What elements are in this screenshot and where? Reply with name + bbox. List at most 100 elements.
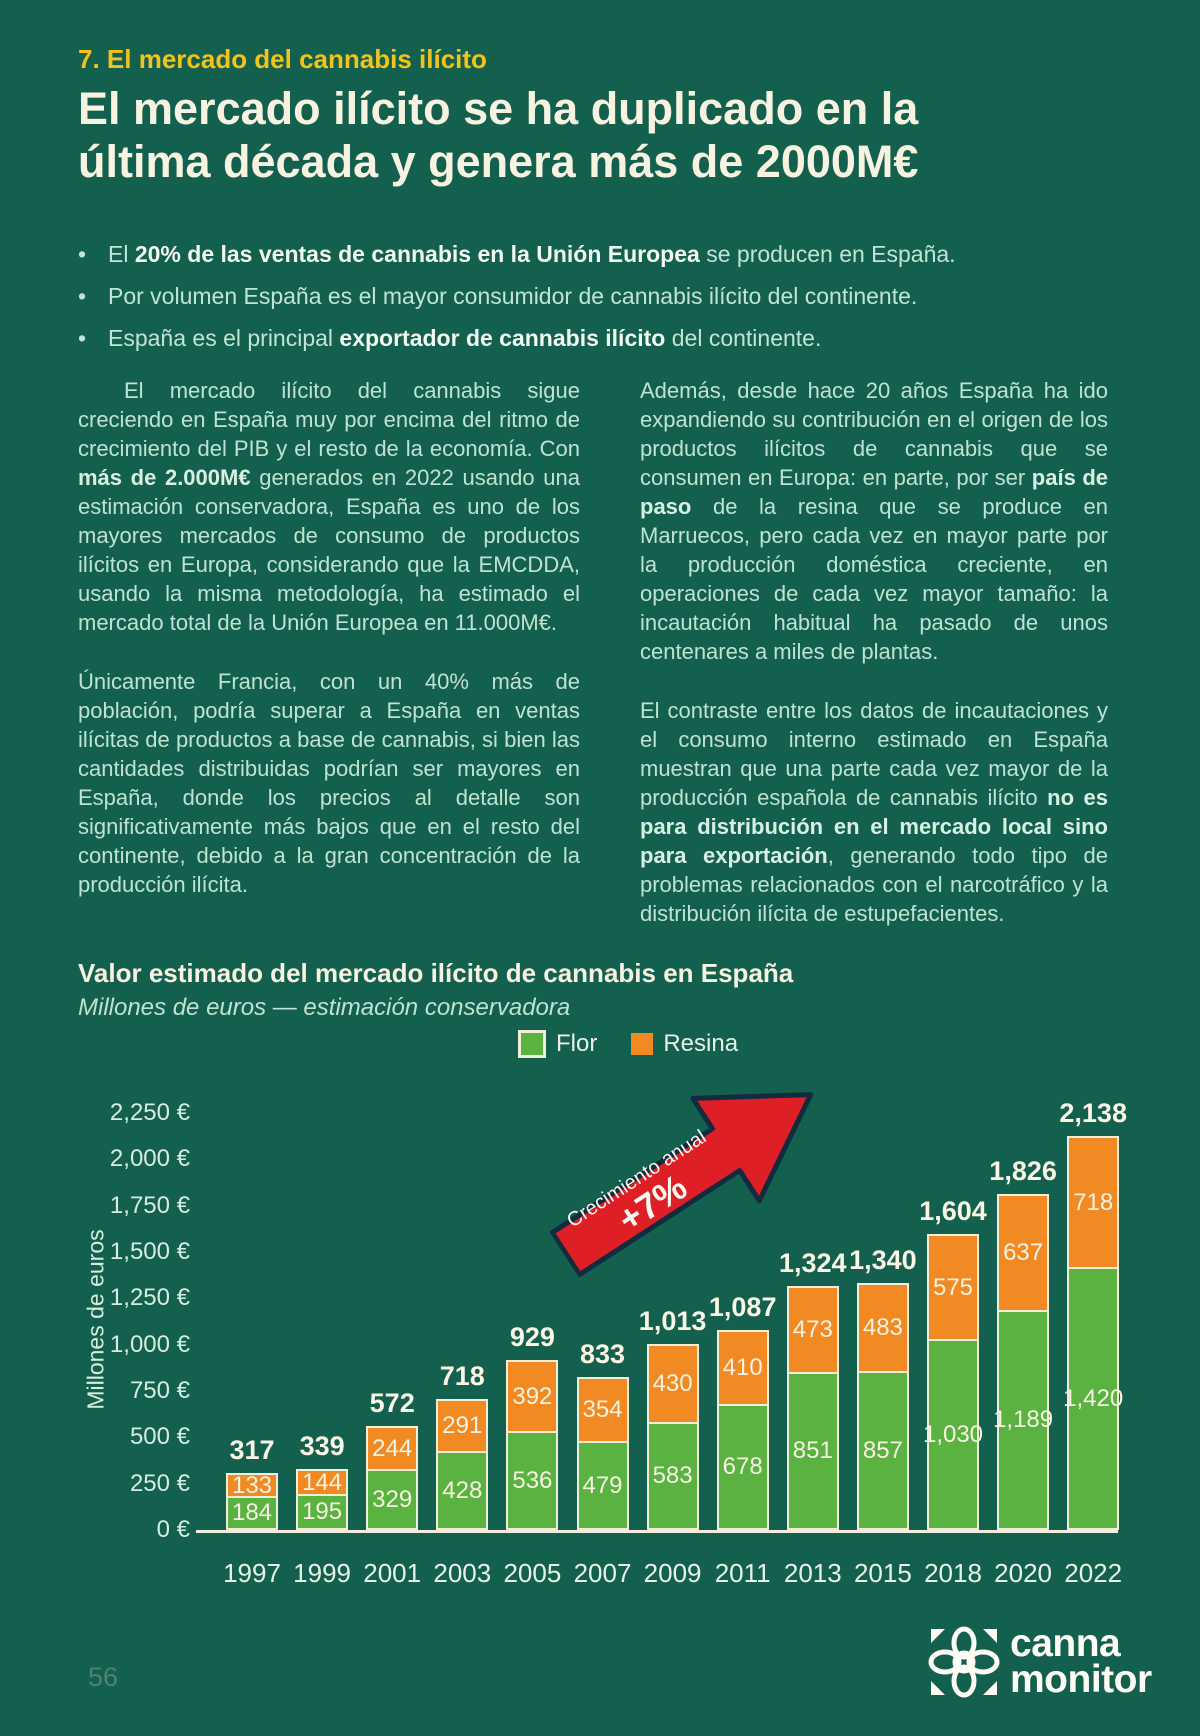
bar-value-label-flor: 583 xyxy=(652,1462,693,1489)
logo-text: canna monitor xyxy=(1010,1624,1152,1701)
bar-segment-flor-1999: 195 xyxy=(296,1494,349,1530)
legend-label: Resina xyxy=(663,1030,739,1057)
body-paragraph-left-2: Únicamente Francia, con un 40% más de po… xyxy=(78,667,580,899)
bar-segment-flor-2015: 857 xyxy=(856,1371,909,1530)
page-title: El mercado ilícito se ha duplicado en la… xyxy=(78,82,1068,188)
bar-value-label-resina: 354 xyxy=(582,1396,623,1423)
bar-value-label-resina: 430 xyxy=(652,1370,693,1397)
bar-total-label-2013: 1,324 xyxy=(779,1248,847,1278)
bar-segment-resina-2009: 430 xyxy=(646,1344,699,1424)
bar-total-label-2020: 1,826 xyxy=(989,1156,1057,1186)
y-tick-label: 2,000 € xyxy=(109,1145,190,1173)
bar-total-label-2015: 1,340 xyxy=(849,1245,917,1275)
bullet-marker: • xyxy=(78,325,87,351)
y-tick-label: 1,750 € xyxy=(109,1191,190,1219)
bar-segment-resina-2003: 291 xyxy=(436,1399,489,1453)
body-text: de la resina que se produce en Marruecos… xyxy=(640,494,1108,664)
page-title-line2: última década y genera más de 2000M€ xyxy=(78,136,919,187)
body-text: Únicamente Francia, con un 40% más de po… xyxy=(78,669,580,897)
bar-value-label-resina: 637 xyxy=(1003,1239,1044,1266)
emphasis-text: exportador de cannabis ilícito xyxy=(339,325,666,351)
body-paragraph-right-1: Además, desde hace 20 años España ha ido… xyxy=(640,376,1108,666)
bar-segment-flor-2005: 536 xyxy=(506,1431,559,1530)
chart-heading: Valor estimado del mercado ilícito de ca… xyxy=(78,958,794,988)
bullet-item-2: • Por volumen España es el mayor consumid… xyxy=(78,282,1088,310)
bar-segment-flor-1997: 184 xyxy=(226,1496,278,1530)
bar-segment-resina-2005: 392 xyxy=(506,1360,559,1433)
bar-segment-resina-2013: 473 xyxy=(786,1286,839,1374)
x-tick-label-2003: 2003 xyxy=(433,1558,492,1588)
logo-text-line2: monitor xyxy=(1010,1658,1152,1701)
bar-total-label-2022: 2,138 xyxy=(1059,1098,1127,1128)
bar-value-label-flor: 1,420 xyxy=(1063,1384,1124,1412)
bar-segment-resina-2015: 483 xyxy=(856,1283,909,1373)
x-tick-label-2005: 2005 xyxy=(503,1558,562,1588)
bar-segment-flor-2011: 678 xyxy=(716,1404,769,1530)
page-number: 56 xyxy=(88,1662,119,1692)
bar-total-label-1999: 339 xyxy=(299,1431,345,1461)
bar-segment-resina-2007: 354 xyxy=(576,1377,629,1443)
bar-value-label-resina: 244 xyxy=(372,1434,413,1462)
body-text: generados en 2022 usando una estimación … xyxy=(78,465,580,635)
chart-subtitle: Millones de euros — estimación conservad… xyxy=(78,994,571,1021)
x-tick-label-1999: 1999 xyxy=(293,1558,352,1588)
bar-value-label-resina: 410 xyxy=(722,1354,763,1381)
bar-segment-flor-2007: 479 xyxy=(576,1441,629,1530)
body-text: España es el principal xyxy=(108,325,340,351)
bar-segment-flor-2018: 1,030 xyxy=(923,1339,983,1530)
body-column-left: El mercado ilícito del cannabis sigue cr… xyxy=(78,376,580,929)
body-paragraph-right-2: El contraste entre los datos de incautac… xyxy=(640,696,1108,928)
bar-segment-resina-2022: 718 xyxy=(1067,1136,1120,1269)
bar-value-label-flor: 329 xyxy=(372,1485,413,1513)
bullet-list: • El 20% de las ventas de cannabis en la … xyxy=(78,240,1088,366)
bar-value-label-flor: 195 xyxy=(302,1498,343,1525)
x-tick-label-2015: 2015 xyxy=(853,1558,912,1588)
body-text: se producen en España. xyxy=(699,241,956,267)
body-text: Por volumen España es el mayor consumido… xyxy=(108,283,918,309)
bullet-text: El 20% de las ventas de cannabis en la U… xyxy=(108,240,956,268)
logo-flower-icon xyxy=(928,1626,1000,1698)
bar-segment-resina-1999: 144 xyxy=(296,1468,349,1496)
bar-total-label-2011: 1,087 xyxy=(708,1292,777,1322)
growth-arrow: Crecimiento anual +7% xyxy=(540,1078,840,1278)
body-text: Además, desde hace 20 años España ha ido… xyxy=(640,378,1108,490)
section-label: 7. El mercado del cannabis ilícito xyxy=(78,44,487,74)
y-tick-label: 1,000 € xyxy=(109,1330,190,1358)
bar-segment-resina-2011: 410 xyxy=(716,1330,769,1406)
bar-value-label-resina: 144 xyxy=(302,1468,343,1496)
bar-value-label-resina: 483 xyxy=(862,1314,903,1341)
bar-segment-flor-2020: 1,189 xyxy=(993,1310,1053,1530)
bar-total-label-2001: 572 xyxy=(369,1388,415,1418)
x-tick-label-2022: 2022 xyxy=(1064,1558,1123,1588)
bar-chart-plot: Millones de euros 0 € 250 € 500 € 750 € 1,00… xyxy=(78,1080,1138,1640)
body-text: El contraste entre los datos de incautac… xyxy=(640,698,1108,810)
bar-segment-resina-2018: 575 xyxy=(927,1234,979,1341)
bar-value-label-flor: 851 xyxy=(792,1437,833,1464)
x-tick-label-2009: 2009 xyxy=(643,1558,702,1588)
bar-total-label-2009: 1,013 xyxy=(638,1306,707,1336)
bar-value-label-flor: 1,189 xyxy=(993,1406,1054,1433)
bar-segment-resina-2020: 637 xyxy=(997,1194,1050,1312)
bar-segment-flor-2022: 1,420 xyxy=(1063,1267,1123,1530)
bar-value-label-flor: 428 xyxy=(442,1476,483,1504)
legend-swatch-resina xyxy=(631,1033,654,1055)
x-tick-label-2007: 2007 xyxy=(573,1558,632,1588)
bar-segment-flor-2003: 428 xyxy=(436,1451,489,1530)
bar-total-label-2005: 929 xyxy=(509,1322,555,1352)
arrow-icon xyxy=(549,1092,814,1278)
bar-segment-flor-2009: 583 xyxy=(646,1422,699,1530)
body-text: , generando todo tipo de problemas relac… xyxy=(640,843,1108,926)
bar-value-label-flor: 1,030 xyxy=(922,1420,984,1448)
x-tick-label-2013: 2013 xyxy=(783,1558,842,1588)
bar-total-label-2007: 833 xyxy=(579,1339,626,1369)
bar-value-label-resina: 291 xyxy=(442,1412,483,1439)
y-tick-label: 500 € xyxy=(129,1423,190,1451)
y-tick-label: 250 € xyxy=(129,1469,190,1497)
bar-value-label-resina: 392 xyxy=(512,1382,553,1410)
bar-total-label-1997: 317 xyxy=(229,1435,275,1465)
body-text: El mercado ilícito del cannabis sigue cr… xyxy=(78,378,580,461)
body-column-right: Además, desde hace 20 años España ha ido… xyxy=(640,376,1108,958)
x-tick-label-2018: 2018 xyxy=(924,1558,982,1588)
emphasis-text: más de 2.000M€ xyxy=(78,465,251,490)
